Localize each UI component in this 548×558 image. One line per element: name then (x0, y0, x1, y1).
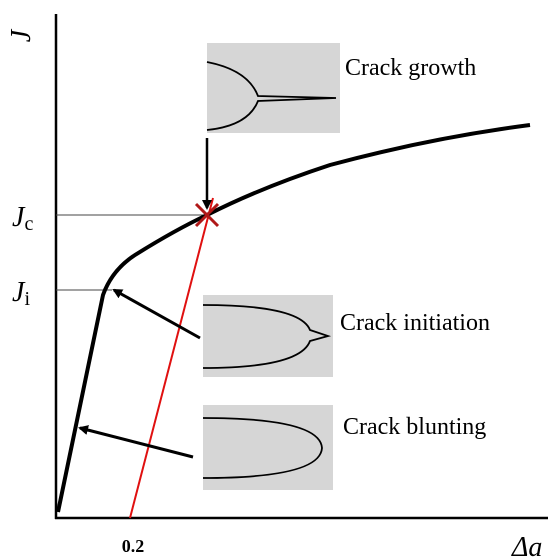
y-axis-label: J (6, 28, 37, 42)
jr-curve (56, 123, 531, 513)
crack-growth-shape (206, 61, 337, 131)
crack-initiation-shape (202, 304, 332, 369)
jc-marker (194, 202, 220, 228)
arrow (78, 425, 194, 459)
jc-label: Jc (12, 202, 33, 235)
x-axis-label: Δa (511, 532, 542, 558)
ji-label: Ji (12, 277, 30, 310)
inset-initiation (203, 295, 333, 377)
inset-label: Crack blunting (343, 414, 486, 440)
x-tick-label: 0.2 (122, 536, 145, 556)
offset-line (129, 197, 214, 519)
inset-growth (207, 43, 340, 133)
crack-blunting-shape (202, 417, 323, 479)
arrow (112, 288, 201, 340)
inset-label: Crack initiation (340, 310, 490, 336)
inset-label: Crack growth (345, 55, 476, 81)
